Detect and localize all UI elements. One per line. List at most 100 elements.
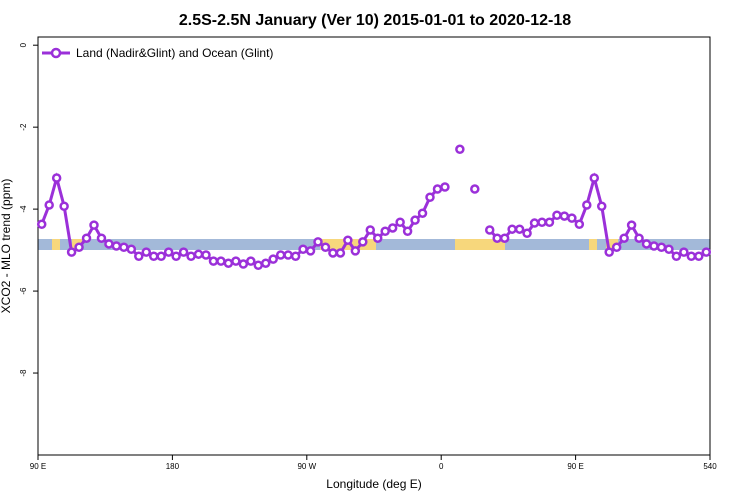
data-point bbox=[81, 233, 92, 243]
data-point bbox=[641, 239, 652, 249]
data-point bbox=[335, 248, 346, 258]
data-point bbox=[671, 251, 682, 261]
data-point bbox=[74, 242, 84, 252]
y-tick-label: -8 bbox=[19, 369, 28, 377]
data-point bbox=[328, 248, 338, 258]
data-point bbox=[358, 237, 368, 247]
x-tick-label: 90 E bbox=[567, 462, 583, 471]
data-point bbox=[201, 250, 211, 260]
y-tick-label: 0 bbox=[19, 42, 28, 47]
data-point bbox=[544, 217, 555, 227]
data-point bbox=[320, 242, 331, 252]
band-land bbox=[606, 239, 618, 250]
data-point bbox=[574, 219, 585, 230]
data-point bbox=[626, 220, 637, 230]
data-point bbox=[380, 226, 390, 236]
data-point bbox=[686, 251, 697, 261]
chart-title: 2.5S-2.5N January (Ver 10) 2015-01-01 to… bbox=[179, 12, 571, 29]
data-point bbox=[537, 217, 547, 227]
data-point bbox=[141, 247, 152, 257]
data-point bbox=[619, 233, 629, 243]
data-point bbox=[604, 247, 614, 257]
data-point bbox=[156, 251, 166, 261]
legend-marker bbox=[50, 47, 62, 59]
y-axis-label: XCO2 - MLO trend (ppm) bbox=[0, 179, 13, 314]
data-point bbox=[664, 244, 674, 255]
x-tick-label: 90 W bbox=[297, 462, 316, 471]
data-point bbox=[134, 251, 144, 261]
data-point bbox=[178, 247, 189, 257]
data-point bbox=[559, 211, 570, 221]
data-point bbox=[611, 242, 622, 252]
data-point bbox=[96, 233, 107, 243]
data-point bbox=[372, 233, 383, 243]
legend-label: Land (Nadir&Glint) and Ocean (Glint) bbox=[76, 46, 273, 60]
data-point bbox=[656, 242, 667, 252]
band-land bbox=[52, 239, 60, 250]
data-point bbox=[440, 182, 450, 192]
data-point bbox=[350, 246, 361, 256]
x-tick-label: 180 bbox=[166, 462, 180, 471]
x-tick-label: 540 bbox=[703, 462, 717, 471]
y-tick-label: -2 bbox=[19, 123, 28, 131]
data-point bbox=[395, 217, 405, 227]
data-point bbox=[36, 219, 47, 230]
data-point bbox=[119, 242, 129, 252]
data-point bbox=[582, 200, 592, 210]
data-point bbox=[679, 247, 689, 257]
data-point bbox=[163, 247, 174, 257]
x-axis-label: Longitude (deg E) bbox=[326, 477, 421, 491]
data-point bbox=[387, 223, 398, 233]
data-point bbox=[186, 251, 196, 261]
data-point bbox=[425, 192, 435, 202]
data-point bbox=[148, 251, 159, 261]
data-point bbox=[507, 224, 517, 234]
data-point bbox=[634, 233, 644, 243]
data-point bbox=[216, 256, 226, 266]
data-point bbox=[649, 241, 659, 251]
data-point bbox=[410, 215, 420, 225]
data-point bbox=[66, 247, 77, 257]
data-point bbox=[701, 247, 712, 257]
data-point bbox=[253, 260, 264, 271]
y-tick-label: -4 bbox=[19, 205, 28, 213]
data-point bbox=[589, 173, 600, 183]
data-point bbox=[492, 233, 502, 243]
data-point bbox=[514, 224, 525, 234]
data-point bbox=[298, 244, 308, 255]
data-point bbox=[208, 256, 219, 266]
x-tick-label: 90 E bbox=[30, 462, 46, 471]
band-land bbox=[589, 239, 597, 250]
data-point bbox=[529, 218, 540, 228]
data-point bbox=[484, 225, 495, 235]
data-point bbox=[305, 246, 316, 256]
data-point bbox=[365, 225, 376, 235]
data-point bbox=[246, 256, 256, 266]
data-point bbox=[275, 250, 286, 260]
data-point bbox=[470, 184, 480, 194]
data-point bbox=[499, 233, 510, 243]
data-point bbox=[432, 184, 443, 194]
data-point bbox=[104, 239, 114, 249]
data-point bbox=[223, 258, 234, 268]
plot-frame bbox=[37, 36, 711, 456]
data-point bbox=[552, 210, 562, 221]
data-point bbox=[126, 244, 137, 255]
data-point bbox=[89, 220, 99, 230]
data-point bbox=[567, 213, 577, 223]
data-point bbox=[231, 256, 241, 266]
data-point bbox=[111, 241, 122, 251]
data-point bbox=[455, 144, 465, 155]
data-point bbox=[171, 251, 181, 261]
data-point bbox=[522, 228, 532, 239]
data-point bbox=[596, 201, 607, 211]
data-point bbox=[51, 173, 62, 183]
data-point bbox=[238, 259, 249, 269]
data-point bbox=[268, 254, 278, 264]
data-point bbox=[59, 201, 69, 211]
data-point bbox=[313, 237, 323, 247]
data-point bbox=[290, 251, 301, 261]
data-point bbox=[417, 208, 428, 218]
y-tick-label: -6 bbox=[19, 287, 28, 295]
data-point bbox=[283, 250, 293, 260]
